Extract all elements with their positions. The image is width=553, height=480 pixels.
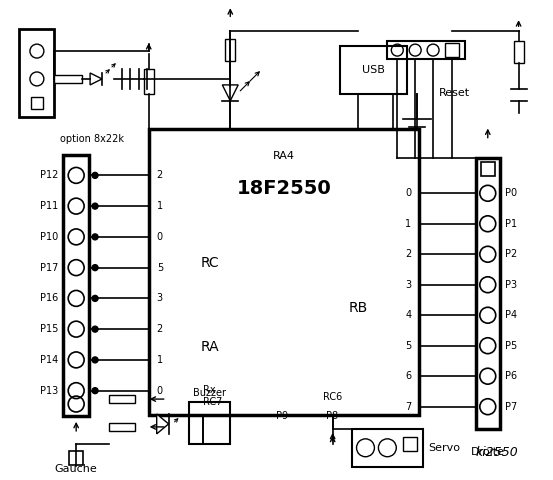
Text: 4: 4	[405, 310, 411, 320]
Text: P17: P17	[40, 263, 58, 273]
Circle shape	[92, 295, 98, 301]
Text: P11: P11	[40, 201, 58, 211]
Text: P12: P12	[40, 170, 58, 180]
Text: 5: 5	[405, 341, 411, 351]
Bar	[31, 97, 43, 109]
Bar	[352, 429, 423, 467]
Bar	[476, 158, 500, 429]
Bar	[514, 41, 524, 63]
Bar	[109, 423, 135, 431]
Text: 3: 3	[405, 280, 411, 290]
Text: P16: P16	[40, 293, 58, 303]
Circle shape	[92, 172, 98, 179]
Bar	[387, 41, 465, 59]
Bar	[63, 156, 89, 416]
Circle shape	[92, 357, 98, 363]
Text: P0: P0	[505, 188, 517, 198]
Text: Rx: Rx	[204, 385, 216, 395]
Polygon shape	[90, 73, 102, 85]
Text: P14: P14	[40, 355, 58, 365]
Text: P3: P3	[505, 280, 517, 290]
Polygon shape	[222, 85, 238, 101]
Text: 6: 6	[405, 371, 411, 381]
Text: 0: 0	[405, 188, 411, 198]
Text: 2: 2	[156, 324, 163, 334]
Circle shape	[92, 234, 98, 240]
Text: P9: P9	[276, 411, 288, 421]
Bar	[403, 437, 417, 451]
Circle shape	[92, 203, 98, 209]
Bar	[54, 75, 82, 83]
Text: 0: 0	[156, 385, 163, 396]
Text: Servo: Servo	[428, 443, 460, 453]
Bar	[189, 402, 230, 444]
Text: USB: USB	[362, 65, 385, 75]
Text: 7: 7	[405, 402, 411, 412]
Text: P7: P7	[505, 402, 517, 412]
Text: P1: P1	[505, 219, 517, 229]
Text: Buzzer: Buzzer	[193, 388, 226, 398]
Text: 0: 0	[156, 232, 163, 242]
Text: Droite: Droite	[471, 447, 505, 457]
Text: 18F2550: 18F2550	[237, 179, 331, 198]
Bar	[69, 451, 83, 465]
Text: RA: RA	[200, 340, 219, 354]
Text: P15: P15	[40, 324, 58, 334]
Text: P6: P6	[505, 371, 517, 381]
Bar	[340, 46, 407, 94]
Bar	[481, 162, 495, 176]
Text: P5: P5	[505, 341, 517, 351]
Bar	[445, 43, 459, 57]
Text: P13: P13	[40, 385, 58, 396]
Text: 1: 1	[405, 219, 411, 229]
Text: 1: 1	[156, 355, 163, 365]
Circle shape	[92, 326, 98, 332]
Text: P10: P10	[40, 232, 58, 242]
Text: 3: 3	[156, 293, 163, 303]
Text: P4: P4	[505, 310, 517, 320]
Text: Gauche: Gauche	[55, 464, 97, 474]
Text: RC6: RC6	[323, 392, 342, 402]
Text: ki2550: ki2550	[476, 446, 519, 459]
Text: P2: P2	[505, 249, 517, 259]
Text: RA4: RA4	[273, 152, 295, 161]
Text: 2: 2	[405, 249, 411, 259]
Text: Reset: Reset	[439, 88, 469, 98]
Text: P8: P8	[326, 411, 338, 421]
Text: RB: RB	[348, 300, 368, 314]
Circle shape	[92, 388, 98, 394]
Bar	[19, 29, 54, 117]
Bar	[149, 129, 419, 415]
Circle shape	[92, 264, 98, 271]
Text: option 8x22k: option 8x22k	[60, 133, 124, 144]
Text: 5: 5	[156, 263, 163, 273]
Text: RC7: RC7	[204, 397, 223, 407]
Polygon shape	[156, 414, 169, 434]
Text: 2: 2	[156, 170, 163, 180]
Bar	[144, 69, 154, 94]
Bar	[225, 39, 235, 61]
Text: 1: 1	[156, 201, 163, 211]
Bar	[109, 395, 135, 403]
Text: RC: RC	[200, 256, 219, 270]
